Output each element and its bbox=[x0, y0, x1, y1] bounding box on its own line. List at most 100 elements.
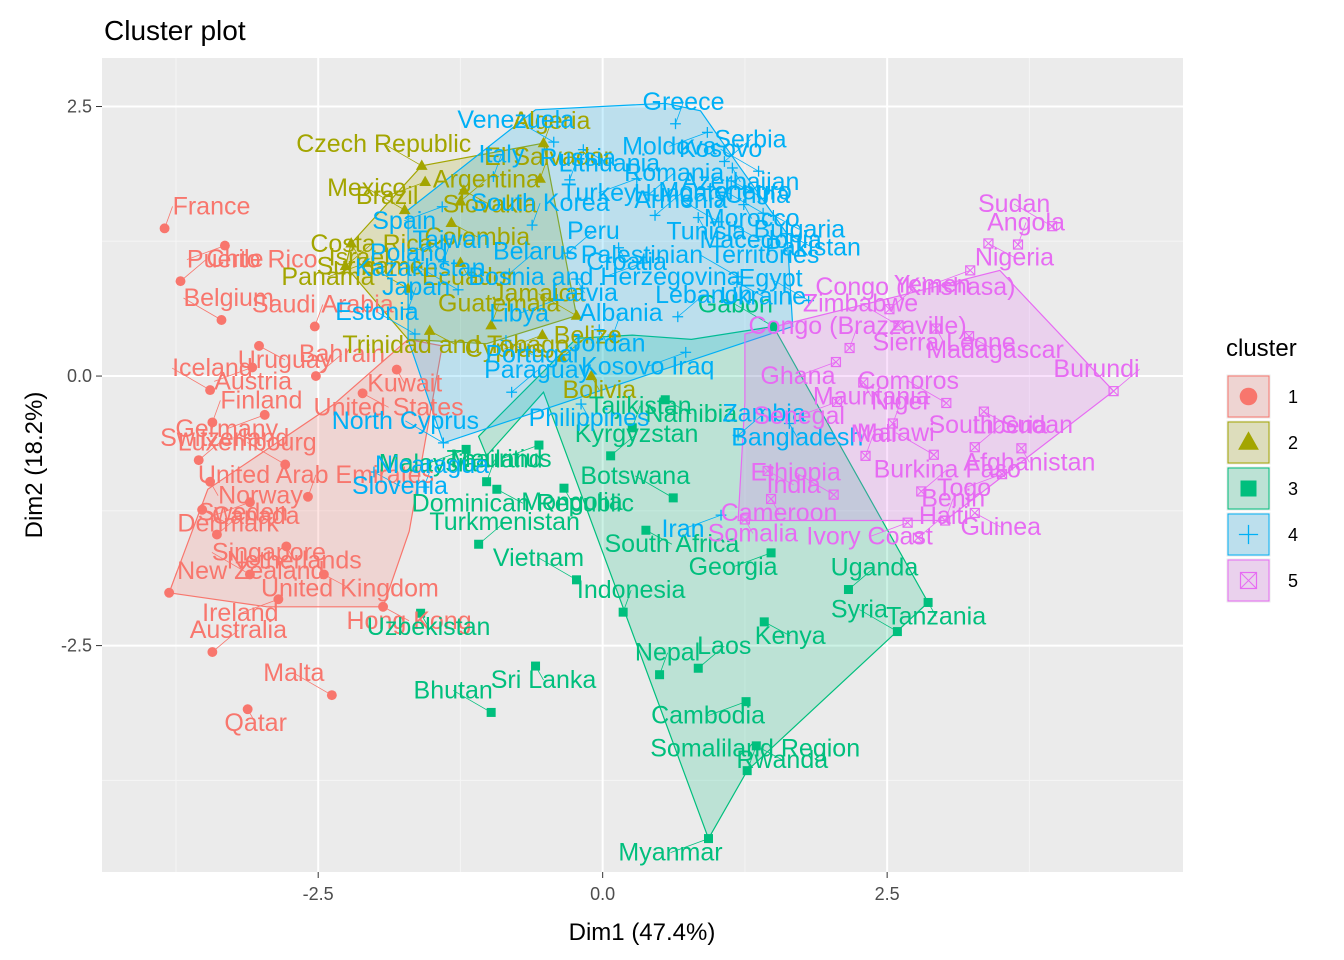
point-label: Czech Republic bbox=[296, 130, 471, 158]
cluster-4-point bbox=[715, 509, 727, 521]
point-label: Slovenia bbox=[352, 472, 448, 500]
cluster-2-point bbox=[339, 259, 352, 271]
cluster-4-point bbox=[607, 329, 619, 341]
cluster-hulls bbox=[168, 102, 1115, 841]
cluster-5-point bbox=[930, 323, 942, 334]
point-label: Spain bbox=[372, 207, 436, 235]
cluster-1-point bbox=[326, 690, 337, 701]
point-label: Mauritania bbox=[813, 383, 930, 411]
point-label: Uganda bbox=[831, 554, 919, 582]
point-label: Singapore bbox=[212, 538, 326, 566]
cluster-3-point bbox=[618, 607, 628, 617]
point-label: Syria bbox=[831, 596, 888, 624]
point-label: Pakistan bbox=[765, 234, 861, 262]
cluster-1-point bbox=[164, 587, 175, 598]
leader-line bbox=[670, 838, 709, 853]
point-label: Cyprus bbox=[465, 335, 544, 363]
leader-line bbox=[669, 132, 708, 147]
point-label: Costa Rica bbox=[310, 230, 432, 258]
chart-title: Cluster plot bbox=[104, 15, 246, 46]
leader-line bbox=[797, 361, 837, 377]
cluster-5-point bbox=[893, 320, 904, 331]
cluster-2-point bbox=[458, 184, 470, 195]
cluster-4-point bbox=[781, 228, 793, 240]
point-label: United Arab Emirates bbox=[198, 461, 434, 489]
point-label: Bhutan bbox=[414, 676, 493, 704]
point-label: Russia bbox=[539, 144, 616, 172]
point-label: South Africa bbox=[605, 530, 740, 558]
point-label: Libya bbox=[489, 300, 549, 328]
cluster-4-point bbox=[701, 126, 713, 138]
leader-line bbox=[735, 304, 774, 327]
leader-line bbox=[732, 552, 772, 568]
point-label: Taiwan bbox=[412, 226, 490, 254]
cluster-5-point bbox=[1016, 443, 1027, 454]
cluster-3-point bbox=[627, 423, 637, 433]
point-label: Ivory Coast bbox=[806, 523, 932, 551]
leader-line bbox=[635, 475, 674, 499]
cluster-2-point bbox=[345, 237, 358, 248]
leader-line bbox=[865, 433, 874, 456]
leader-line bbox=[744, 519, 754, 534]
point-label: Gabon bbox=[698, 290, 773, 318]
cluster-5-point bbox=[940, 515, 951, 526]
leader-line bbox=[369, 266, 409, 290]
cluster-4-point bbox=[725, 175, 737, 187]
cluster-4-point bbox=[732, 429, 744, 441]
point-label: Thailand bbox=[447, 446, 543, 474]
point-label: Greece bbox=[643, 88, 725, 116]
x-tick-label: 2.5 bbox=[875, 884, 900, 904]
cluster-1-point bbox=[197, 504, 208, 515]
leader-line bbox=[732, 167, 741, 183]
point-label: Sri Lanka bbox=[491, 666, 597, 694]
leader-line bbox=[859, 609, 898, 632]
cluster-5-point bbox=[928, 449, 939, 460]
cluster-4-point bbox=[726, 162, 738, 174]
cluster-4-point bbox=[409, 328, 421, 340]
leader-line bbox=[731, 180, 758, 196]
point-label: Norway bbox=[218, 482, 303, 510]
point-label: Mexico bbox=[327, 174, 406, 202]
point-label: Croatia bbox=[586, 248, 667, 276]
cluster-3-point bbox=[461, 444, 471, 454]
leader-line bbox=[404, 206, 443, 222]
cluster-4-point bbox=[441, 233, 453, 245]
point-label: Philippines bbox=[529, 404, 650, 432]
cluster-4-point bbox=[731, 276, 743, 288]
leader-line bbox=[408, 238, 447, 254]
cluster-1-point bbox=[391, 364, 402, 375]
leader-line bbox=[345, 243, 372, 267]
cluster-4-point bbox=[670, 118, 681, 130]
point-label: Laos bbox=[697, 632, 751, 660]
legend-label: 3 bbox=[1288, 479, 1298, 499]
point-label: Suriname bbox=[317, 253, 424, 281]
legend-label: 4 bbox=[1288, 525, 1298, 545]
leader-line bbox=[538, 557, 577, 581]
point-label: Lithuania bbox=[559, 150, 661, 178]
point-label: Somaliland Region bbox=[650, 735, 860, 763]
cluster-2-point bbox=[360, 256, 372, 267]
point-label: Colombia bbox=[425, 223, 531, 251]
cluster-1-point bbox=[207, 417, 218, 428]
cluster-3-point bbox=[492, 484, 502, 494]
point-label: Bosnia and Herzegovina bbox=[468, 263, 740, 291]
leader-line bbox=[226, 414, 265, 430]
point-label: United States bbox=[314, 393, 464, 421]
legend-key-marker bbox=[1239, 571, 1258, 590]
point-label: Israel bbox=[329, 243, 390, 271]
cluster-5-point bbox=[1012, 239, 1024, 250]
cluster-4-point bbox=[729, 220, 741, 232]
leader-line bbox=[519, 299, 558, 314]
point-label: Ghana bbox=[760, 362, 835, 390]
cluster-4-hull bbox=[407, 102, 794, 444]
leader-line bbox=[211, 552, 251, 575]
cluster-4-point bbox=[506, 386, 518, 398]
point-label: Peru bbox=[567, 217, 620, 245]
point-label: Niger bbox=[871, 387, 931, 415]
leader-line bbox=[561, 335, 588, 359]
point-label: Botswana bbox=[580, 462, 690, 490]
point-label: Australia bbox=[190, 616, 287, 644]
leader-line bbox=[598, 329, 608, 344]
cluster-3-point bbox=[693, 663, 703, 673]
cluster-3-point bbox=[703, 834, 713, 844]
